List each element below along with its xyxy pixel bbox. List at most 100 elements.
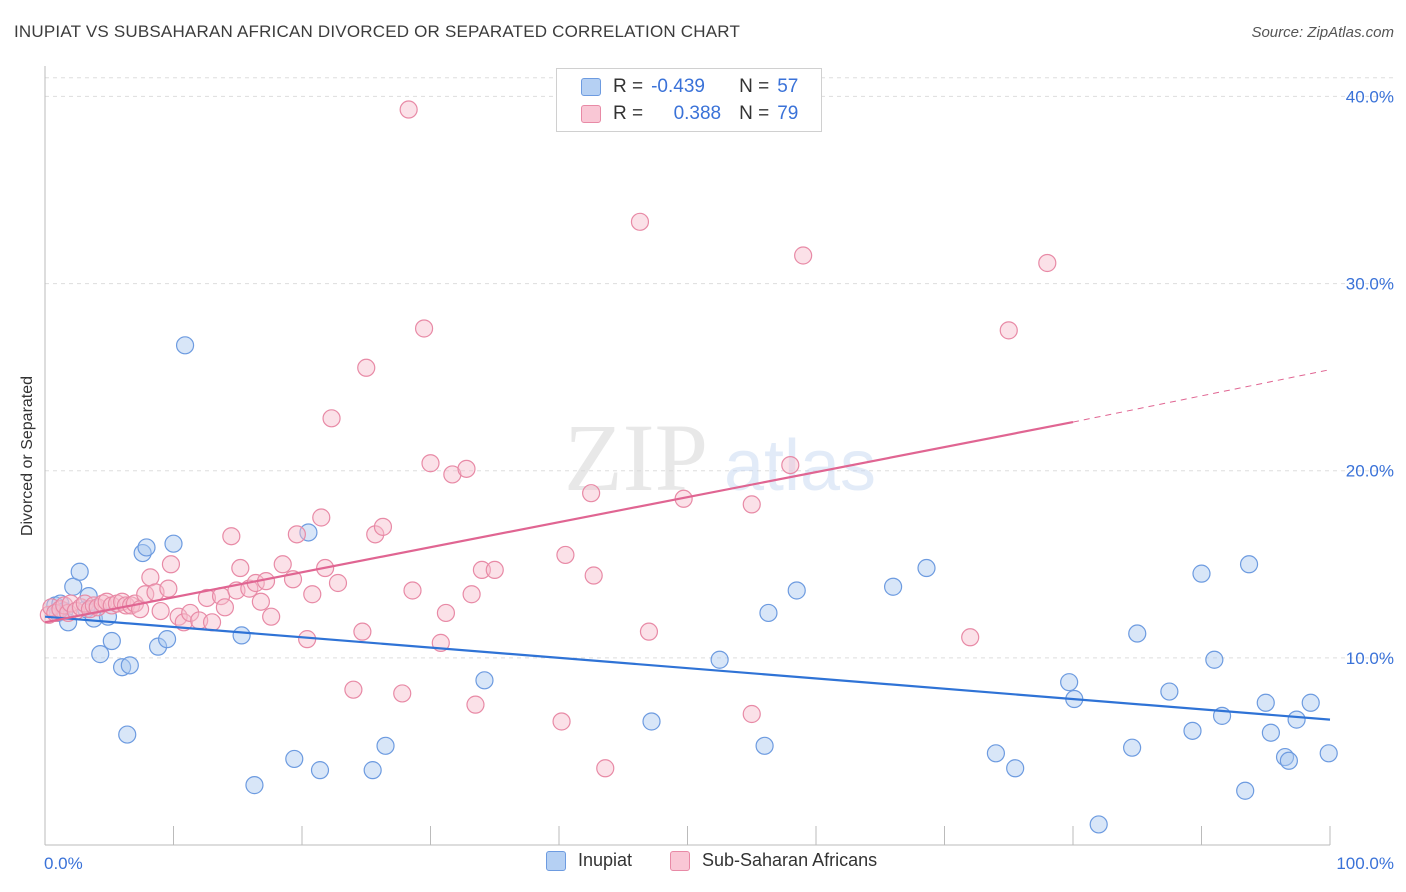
legend-swatch-ssa bbox=[581, 105, 601, 123]
inupiat-point-23 bbox=[245, 776, 264, 795]
inupiat-point-34 bbox=[787, 581, 806, 600]
legend-label-inupiat: Inupiat bbox=[578, 850, 633, 870]
correlation-legend: R = -0.439 N = 57 R = 0.388 N = 79 bbox=[556, 68, 822, 132]
inupiat-point-46 bbox=[1192, 564, 1211, 583]
inupiat-point-21 bbox=[175, 336, 195, 355]
n-label: N = bbox=[739, 103, 770, 124]
inupiat-point-32 bbox=[755, 736, 774, 755]
trend-line-ssa-extension bbox=[1072, 369, 1331, 423]
ssa-point-26 bbox=[159, 579, 178, 598]
ssa-point-62 bbox=[421, 454, 440, 473]
ssa-point-83 bbox=[961, 628, 980, 647]
y-tick-label-40: 40.0% bbox=[1346, 87, 1394, 106]
legend-item-inupiat[interactable]: Inupiat bbox=[546, 850, 632, 871]
ssa-point-44 bbox=[273, 555, 292, 574]
inupiat-point-26 bbox=[310, 761, 330, 780]
r-value: -0.439 bbox=[651, 76, 705, 97]
inupiat-point-38 bbox=[1006, 759, 1025, 778]
inupiat-point-39 bbox=[1060, 673, 1079, 692]
r-label: R = bbox=[613, 103, 644, 124]
inupiat-point-56 bbox=[1301, 693, 1320, 712]
chart-title: INUPIAT VS SUBSAHARAN AFRICAN DIVORCED O… bbox=[14, 22, 741, 41]
ssa-point-71 bbox=[552, 712, 571, 731]
ssa-point-59 bbox=[399, 100, 418, 119]
ssa-point-79 bbox=[742, 704, 761, 724]
inupiat-point-41 bbox=[1089, 815, 1108, 834]
inupiat-point-10 bbox=[91, 645, 110, 664]
ssa-point-46 bbox=[287, 525, 306, 544]
watermark-atlas: atlas bbox=[724, 426, 876, 506]
inupiat-point-19 bbox=[157, 630, 177, 649]
inupiat-point-14 bbox=[118, 725, 137, 744]
inupiat-point-43 bbox=[1128, 624, 1147, 643]
n-value: 57 bbox=[777, 76, 799, 97]
inupiat-point-24 bbox=[285, 749, 304, 769]
ssa-point-49 bbox=[312, 508, 331, 527]
inupiat-point-45 bbox=[1183, 721, 1202, 740]
inupiat-point-54 bbox=[1279, 751, 1298, 770]
ssa-point-61 bbox=[414, 319, 434, 338]
ssa-point-43 bbox=[262, 607, 281, 626]
inupiat-point-44 bbox=[1160, 682, 1179, 701]
inupiat-point-51 bbox=[1256, 693, 1275, 712]
ssa-point-55 bbox=[357, 358, 376, 377]
ssa-point-80 bbox=[742, 495, 761, 514]
inupiat-point-12 bbox=[102, 631, 121, 651]
ssa-point-52 bbox=[328, 573, 348, 593]
ssa-point-33 bbox=[202, 613, 222, 632]
inupiat-point-55 bbox=[1287, 710, 1306, 729]
ssa-point-28 bbox=[169, 607, 188, 626]
ssa-point-74 bbox=[584, 566, 603, 585]
inupiat-point-42 bbox=[1123, 738, 1142, 757]
ssa-point-60 bbox=[403, 581, 422, 600]
x-tick-label-100: 100.0% bbox=[1336, 854, 1394, 873]
inupiat-point-25 bbox=[299, 523, 318, 542]
ssa-point-77 bbox=[639, 622, 659, 641]
inupiat-point-6 bbox=[70, 562, 89, 581]
inupiat-point-57 bbox=[1319, 744, 1338, 763]
inupiat-point-22 bbox=[232, 626, 251, 645]
ssa-point-57 bbox=[373, 517, 393, 536]
watermark-zip: ZIP bbox=[564, 404, 708, 511]
ssa-point-51 bbox=[322, 409, 341, 428]
series-sub-saharan-africans bbox=[39, 100, 1057, 778]
inupiat-point-17 bbox=[137, 538, 156, 557]
trend-line-ssa bbox=[44, 420, 1074, 624]
legend-label-ssa: Sub-Saharan Africans bbox=[702, 850, 878, 870]
inupiat-point-27 bbox=[363, 761, 382, 780]
ssa-point-82 bbox=[794, 246, 813, 265]
inupiat-point-49 bbox=[1236, 781, 1255, 800]
ssa-point-72 bbox=[556, 545, 575, 565]
ssa-point-75 bbox=[596, 759, 615, 778]
ssa-point-48 bbox=[303, 585, 322, 604]
ssa-point-84 bbox=[999, 321, 1018, 340]
legend-item-ssa[interactable]: Sub-Saharan Africans bbox=[670, 850, 877, 871]
ssa-point-69 bbox=[472, 560, 491, 580]
x-tick-label-0: 0.0% bbox=[44, 854, 83, 873]
ssa-point-27 bbox=[161, 555, 181, 574]
ssa-point-25 bbox=[151, 601, 170, 621]
ssa-point-0 bbox=[39, 605, 58, 624]
trend-lines bbox=[44, 369, 1331, 721]
axes bbox=[44, 66, 1331, 846]
inupiat-point-30 bbox=[642, 712, 661, 731]
series-legend: Inupiat Sub-Saharan Africans bbox=[0, 850, 1406, 878]
y-tick-labels: 10.0% 20.0% 30.0% 40.0% bbox=[1346, 87, 1394, 667]
inupiat-point-37 bbox=[986, 744, 1006, 763]
inupiat-point-28 bbox=[376, 736, 395, 755]
legend-swatch-inupiat bbox=[546, 850, 566, 871]
inupiat-point-50 bbox=[1239, 555, 1259, 574]
ssa-point-32 bbox=[197, 588, 217, 608]
inupiat-point-29 bbox=[475, 671, 494, 690]
inupiat-point-31 bbox=[710, 650, 729, 669]
ssa-point-70 bbox=[485, 560, 504, 580]
legend-swatch-inupiat bbox=[581, 78, 601, 96]
ssa-point-54 bbox=[353, 622, 372, 641]
source-credit: Source: ZipAtlas.com bbox=[1251, 24, 1394, 41]
legend-row-inupiat: R = -0.439 N = 57 bbox=[581, 74, 798, 100]
ssa-point-41 bbox=[251, 592, 270, 611]
ssa-point-56 bbox=[366, 525, 385, 544]
ssa-point-67 bbox=[462, 585, 481, 604]
n-label: N = bbox=[739, 76, 770, 97]
